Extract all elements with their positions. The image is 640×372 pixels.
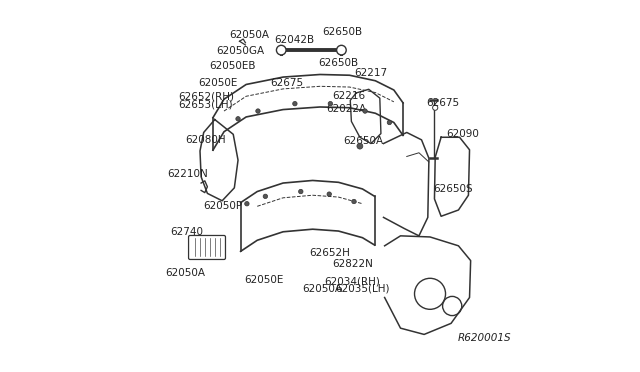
Text: 62650S: 62650S bbox=[434, 184, 474, 194]
Text: 62822N: 62822N bbox=[332, 259, 372, 269]
Circle shape bbox=[292, 102, 297, 106]
Text: 62090: 62090 bbox=[446, 129, 479, 139]
Circle shape bbox=[244, 202, 249, 206]
Text: 62652H: 62652H bbox=[310, 248, 351, 258]
Text: 62210N: 62210N bbox=[167, 169, 207, 179]
Text: 62050GA: 62050GA bbox=[216, 46, 265, 56]
Circle shape bbox=[256, 109, 260, 113]
Circle shape bbox=[327, 192, 332, 196]
Circle shape bbox=[357, 143, 363, 149]
Text: 62050EB: 62050EB bbox=[209, 61, 256, 71]
Circle shape bbox=[363, 109, 367, 113]
Circle shape bbox=[276, 45, 286, 55]
Text: 62050A: 62050A bbox=[166, 268, 205, 278]
Text: 62034(RH): 62034(RH) bbox=[324, 276, 380, 286]
Text: 62653(LH): 62653(LH) bbox=[178, 99, 232, 109]
Text: 62675: 62675 bbox=[270, 78, 303, 89]
Text: 62650B: 62650B bbox=[318, 58, 358, 68]
Circle shape bbox=[352, 199, 356, 204]
Text: 62217: 62217 bbox=[354, 68, 387, 78]
Circle shape bbox=[387, 120, 392, 125]
Text: R620001S: R620001S bbox=[458, 333, 511, 343]
Text: 62050E: 62050E bbox=[198, 78, 237, 88]
Text: 62050P: 62050P bbox=[204, 201, 243, 211]
Text: 62022A: 62022A bbox=[326, 104, 367, 114]
Circle shape bbox=[337, 45, 346, 55]
Text: 62650B: 62650B bbox=[322, 27, 362, 37]
Text: 62652(RH): 62652(RH) bbox=[178, 92, 234, 102]
Text: 62050A: 62050A bbox=[230, 30, 269, 40]
Text: 62050E: 62050E bbox=[244, 275, 284, 285]
Text: 62042B: 62042B bbox=[274, 35, 314, 45]
Text: 62080H: 62080H bbox=[185, 135, 226, 145]
Text: 62675: 62675 bbox=[426, 98, 460, 108]
Text: 62740: 62740 bbox=[170, 227, 204, 237]
Text: 62650A: 62650A bbox=[343, 136, 383, 146]
Circle shape bbox=[328, 102, 333, 106]
Text: 62050A: 62050A bbox=[302, 283, 342, 294]
Circle shape bbox=[263, 194, 268, 199]
Text: 62035(LH): 62035(LH) bbox=[335, 283, 390, 294]
Circle shape bbox=[236, 116, 240, 121]
Circle shape bbox=[433, 105, 438, 110]
Circle shape bbox=[299, 189, 303, 194]
Text: 62216: 62216 bbox=[332, 90, 365, 100]
